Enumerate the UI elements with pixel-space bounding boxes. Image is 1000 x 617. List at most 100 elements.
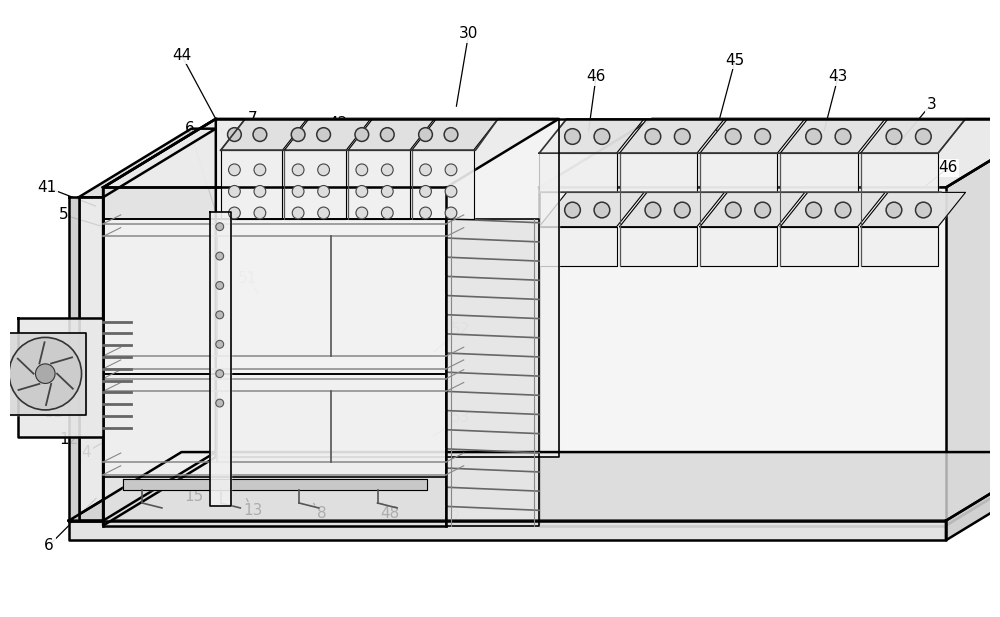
Circle shape	[445, 164, 457, 176]
Circle shape	[254, 186, 266, 197]
Circle shape	[229, 164, 240, 176]
Circle shape	[318, 186, 329, 197]
Circle shape	[916, 202, 931, 218]
Polygon shape	[861, 193, 966, 226]
Polygon shape	[216, 119, 559, 457]
Circle shape	[381, 164, 393, 176]
Text: 2: 2	[451, 510, 461, 525]
Polygon shape	[780, 119, 885, 153]
Polygon shape	[539, 193, 644, 226]
Text: 44: 44	[172, 48, 191, 63]
Circle shape	[228, 128, 241, 141]
Text: 42: 42	[329, 116, 348, 131]
Polygon shape	[69, 452, 216, 521]
Polygon shape	[348, 150, 410, 219]
Circle shape	[725, 202, 741, 218]
Circle shape	[229, 207, 240, 219]
Circle shape	[292, 207, 304, 219]
Polygon shape	[103, 219, 446, 374]
Polygon shape	[780, 153, 858, 193]
Text: 11: 11	[43, 405, 63, 420]
Circle shape	[216, 399, 224, 407]
Circle shape	[419, 128, 432, 141]
Circle shape	[565, 129, 580, 144]
Circle shape	[292, 164, 304, 176]
Polygon shape	[780, 193, 885, 226]
Circle shape	[318, 207, 329, 219]
Text: 41: 41	[38, 180, 57, 195]
Text: 45: 45	[726, 52, 745, 68]
Circle shape	[35, 364, 55, 384]
Polygon shape	[539, 226, 617, 266]
Circle shape	[318, 164, 329, 176]
Circle shape	[806, 202, 821, 218]
Text: 48: 48	[381, 507, 400, 521]
Circle shape	[445, 186, 457, 197]
Text: 53: 53	[451, 410, 470, 425]
Circle shape	[356, 207, 368, 219]
Polygon shape	[221, 119, 307, 150]
Polygon shape	[539, 188, 946, 526]
Circle shape	[420, 186, 431, 197]
Circle shape	[216, 311, 224, 319]
Circle shape	[725, 129, 741, 144]
Polygon shape	[946, 452, 1000, 540]
Circle shape	[886, 129, 902, 144]
Circle shape	[253, 128, 267, 141]
Circle shape	[674, 202, 690, 218]
Polygon shape	[861, 153, 938, 193]
Polygon shape	[539, 153, 617, 193]
Circle shape	[216, 281, 224, 289]
Polygon shape	[620, 193, 724, 226]
Text: 13: 13	[243, 503, 263, 518]
Circle shape	[445, 207, 457, 219]
Polygon shape	[700, 193, 805, 226]
Polygon shape	[123, 479, 426, 491]
Polygon shape	[780, 226, 858, 266]
Polygon shape	[79, 129, 216, 197]
Polygon shape	[620, 226, 697, 266]
Polygon shape	[539, 119, 644, 153]
Circle shape	[755, 129, 770, 144]
Text: 12: 12	[59, 432, 78, 447]
Text: 3: 3	[926, 97, 936, 112]
Circle shape	[645, 129, 661, 144]
Polygon shape	[700, 119, 805, 153]
Circle shape	[291, 128, 305, 141]
Polygon shape	[348, 119, 434, 150]
Circle shape	[420, 164, 431, 176]
Circle shape	[380, 128, 394, 141]
Polygon shape	[700, 226, 777, 266]
Text: 51: 51	[238, 271, 257, 286]
Polygon shape	[103, 119, 559, 188]
Text: 46: 46	[938, 160, 958, 175]
Circle shape	[594, 129, 610, 144]
Circle shape	[356, 164, 368, 176]
Circle shape	[254, 207, 266, 219]
Circle shape	[292, 186, 304, 197]
Polygon shape	[446, 219, 539, 526]
Text: 4: 4	[82, 445, 91, 460]
Text: 6: 6	[44, 537, 54, 553]
Text: 5: 5	[59, 207, 69, 222]
Circle shape	[356, 186, 368, 197]
Text: 42: 42	[677, 391, 696, 405]
Circle shape	[317, 128, 330, 141]
Circle shape	[216, 252, 224, 260]
Text: 46: 46	[586, 69, 606, 85]
Polygon shape	[79, 197, 103, 521]
Text: 15: 15	[185, 489, 204, 503]
Circle shape	[806, 129, 821, 144]
Polygon shape	[620, 153, 697, 193]
Polygon shape	[103, 119, 216, 526]
Text: 43: 43	[828, 69, 848, 85]
Polygon shape	[69, 197, 79, 521]
Circle shape	[420, 207, 431, 219]
Text: 30: 30	[459, 26, 478, 41]
Text: 7: 7	[248, 112, 258, 126]
Circle shape	[594, 202, 610, 218]
Circle shape	[216, 370, 224, 378]
Circle shape	[444, 128, 458, 141]
Polygon shape	[284, 119, 371, 150]
Circle shape	[565, 202, 580, 218]
